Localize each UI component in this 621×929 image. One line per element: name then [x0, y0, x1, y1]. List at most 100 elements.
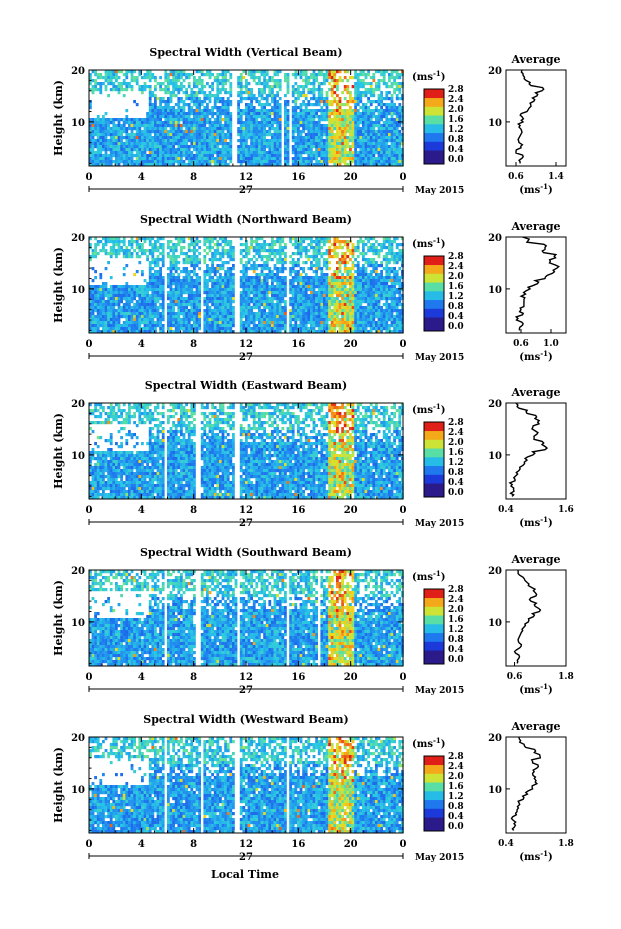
heatmap-cell	[232, 255, 235, 259]
heatmap-cell	[333, 127, 337, 131]
heatmap-cell	[294, 318, 298, 322]
heatmap-cell	[154, 285, 157, 289]
heatmap-cell	[102, 118, 105, 122]
heatmap-cell	[260, 103, 264, 107]
heatmap-cell	[333, 70, 337, 74]
heatmap-cell	[393, 106, 396, 110]
heatmap-cell	[151, 145, 155, 149]
heatmap-cell	[323, 124, 326, 128]
heatmap-cell	[190, 157, 194, 161]
heatmap-cell	[247, 145, 251, 149]
heatmap-cell	[151, 139, 155, 143]
heatmap-cell	[224, 100, 227, 104]
heatmap-cell	[177, 118, 181, 122]
heatmap-cell	[336, 151, 339, 155]
heatmap-cell	[193, 294, 196, 298]
heatmap-cell	[213, 270, 217, 274]
heatmap-cell	[203, 160, 207, 164]
heatmap-cell	[180, 303, 183, 307]
heatmap-cell	[263, 157, 266, 161]
heatmap-cell	[91, 315, 95, 319]
heatmap-cell	[109, 136, 113, 140]
heatmap-cell	[94, 139, 97, 143]
heatmap-cell	[224, 76, 227, 80]
heatmap-cell	[117, 70, 121, 74]
heatmap-cell	[263, 324, 266, 328]
heatmap-cell	[164, 139, 168, 143]
heatmap-cell	[278, 118, 282, 122]
heatmap-cell	[213, 300, 217, 304]
heatmap-cell	[206, 324, 209, 328]
heatmap-cell	[255, 154, 259, 158]
heatmap-cell	[291, 330, 295, 334]
heatmap-cell	[250, 145, 253, 149]
heatmap-cell	[302, 91, 305, 95]
heatmap-cell	[245, 106, 248, 110]
heatmap-cell	[120, 294, 123, 298]
heatmap-cell	[281, 288, 285, 292]
heatmap-cell	[268, 112, 272, 116]
heatmap-cell	[133, 139, 136, 143]
heatmap-cell	[177, 315, 181, 319]
heatmap-cell	[148, 285, 152, 289]
heatmap-cell	[216, 276, 220, 280]
heatmap-cell	[141, 154, 144, 158]
heatmap-cell	[91, 321, 95, 325]
heatmap-cell	[346, 115, 350, 119]
heatmap-cell	[263, 109, 266, 113]
heatmap-cell	[247, 136, 251, 140]
heatmap-cell	[159, 133, 162, 137]
heatmap-cell	[239, 249, 243, 253]
heatmap-cell	[112, 297, 116, 301]
heatmap-cell	[323, 133, 326, 137]
heatmap-cell	[245, 85, 248, 89]
heatmap-cell	[193, 285, 196, 289]
heatmap-cell	[356, 91, 360, 95]
heatmap-cell	[115, 315, 118, 319]
heatmap-cell	[276, 103, 279, 107]
heatmap-cell	[260, 157, 264, 161]
heatmap-cell	[115, 151, 118, 155]
heatmap-cell	[382, 148, 386, 152]
heatmap-cell	[208, 258, 212, 262]
heatmap-cell	[375, 70, 378, 74]
heatmap-cell	[177, 321, 181, 325]
heatmap-cell	[239, 154, 243, 158]
heatmap-cell	[208, 246, 212, 250]
heatmap-cell	[156, 237, 160, 241]
heatmap-cell	[128, 321, 131, 325]
heatmap-cell	[271, 300, 274, 304]
heatmap-cell	[393, 88, 396, 92]
heatmap-cell	[320, 163, 324, 167]
heatmap-cell	[221, 79, 225, 83]
heatmap-cell	[369, 85, 373, 89]
heatmap-cell	[148, 288, 152, 292]
heatmap-cell	[330, 133, 334, 137]
heatmap-cell	[229, 121, 233, 125]
heatmap-cell	[299, 154, 303, 158]
heatmap-cell	[159, 306, 162, 310]
heatmap-cell	[94, 249, 97, 253]
heatmap-cell	[268, 142, 272, 146]
heatmap-cell	[278, 330, 282, 334]
heatmap-cell	[211, 106, 214, 110]
heatmap-cell	[193, 85, 196, 89]
heatmap-cell	[255, 82, 259, 86]
heatmap-cell	[260, 88, 264, 92]
heatmap-cell	[187, 285, 191, 289]
heatmap-cell	[276, 276, 279, 280]
heatmap-cell	[187, 321, 191, 325]
heatmap-cell	[312, 70, 316, 74]
heatmap-cell	[239, 73, 243, 77]
heatmap-cell	[107, 163, 110, 167]
heatmap-cell	[208, 97, 212, 101]
heatmap-cell	[159, 237, 162, 241]
heatmap-cell	[224, 309, 227, 313]
heatmap-cell	[99, 85, 103, 89]
heatmap-cell	[219, 115, 222, 119]
heatmap-cell	[99, 273, 103, 277]
heatmap-cell	[91, 79, 95, 83]
heatmap-cell	[102, 327, 105, 331]
heatmap-cell	[96, 73, 100, 77]
heatmap-cell	[398, 82, 402, 86]
